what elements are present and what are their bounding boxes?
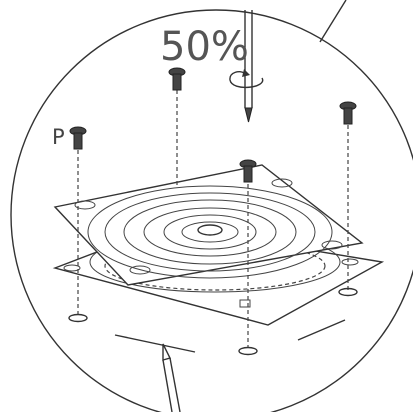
magnifier	[10, 0, 413, 412]
guide-lines	[77, 90, 349, 348]
mark-line	[297, 319, 346, 341]
pencil	[162, 343, 181, 412]
screw	[168, 67, 186, 91]
tip	[244, 107, 253, 123]
slot	[63, 264, 81, 272]
screw	[339, 101, 357, 125]
pencil-side	[169, 357, 181, 412]
screw-shank	[172, 73, 182, 91]
hub	[197, 224, 223, 236]
ring	[123, 199, 297, 265]
top-plate	[53, 164, 364, 286]
ring	[163, 214, 257, 250]
screwdriver	[229, 10, 264, 123]
slot	[321, 240, 343, 250]
screw-shank	[343, 107, 353, 125]
slot	[74, 200, 96, 210]
part-label: P	[52, 125, 65, 149]
scale-label: 50%	[160, 24, 249, 70]
washer	[238, 346, 258, 356]
pencil-tip	[162, 343, 172, 361]
ring	[143, 207, 277, 257]
screw-shank	[73, 132, 83, 150]
rotation-arrow	[229, 71, 264, 88]
washer	[338, 287, 358, 297]
mark-lines	[114, 319, 346, 353]
detail-circle	[10, 9, 413, 412]
ring	[87, 185, 333, 279]
washers	[68, 287, 358, 356]
arrow-head	[242, 69, 250, 77]
screws	[69, 67, 357, 183]
ring	[181, 221, 239, 243]
mark-line	[114, 334, 196, 353]
screw	[69, 126, 87, 150]
leader-line	[319, 0, 347, 43]
slot	[129, 265, 151, 275]
ring	[104, 192, 316, 272]
slot	[271, 178, 293, 188]
screw	[239, 159, 257, 183]
washer	[68, 313, 88, 323]
slot	[341, 258, 359, 266]
screw-shank	[243, 165, 253, 183]
pencil-side	[162, 359, 173, 412]
ball-bearings	[104, 241, 326, 291]
slot	[239, 299, 251, 308]
